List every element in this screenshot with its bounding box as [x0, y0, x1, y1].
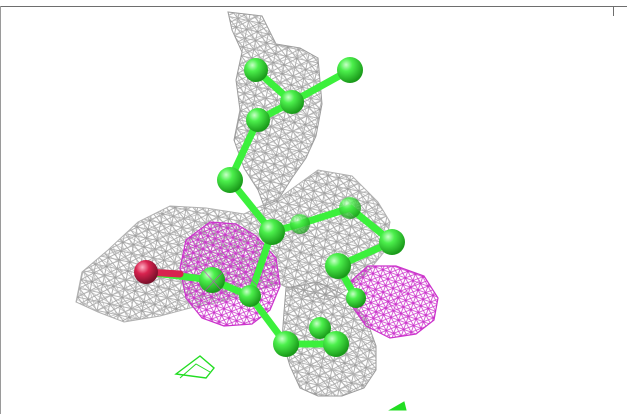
carbon-atom [325, 253, 351, 279]
oxygen-atom [134, 260, 158, 284]
carbon-atom [309, 317, 331, 339]
carbon-atom [259, 219, 285, 245]
carbon-atom [239, 285, 261, 307]
ligand-atoms [134, 57, 405, 357]
mesh-overlay [195, 249, 421, 321]
carbon-atom [273, 331, 299, 357]
viewport-border-left [0, 6, 1, 414]
carbon-atom [339, 197, 361, 219]
carbon-atom [379, 229, 405, 255]
carbon-atom [217, 167, 243, 193]
carbon-atom [244, 58, 268, 82]
extra-mesh [174, 355, 407, 411]
carbon-atom [246, 108, 270, 132]
carbon-atom [337, 57, 363, 83]
viewport-border-top [0, 6, 627, 7]
carbon-atom [280, 90, 304, 114]
viewport-border-notch [613, 6, 614, 16]
carbon-atom [346, 288, 366, 308]
carbon-atom [323, 331, 349, 357]
carbon-atom [290, 214, 310, 234]
